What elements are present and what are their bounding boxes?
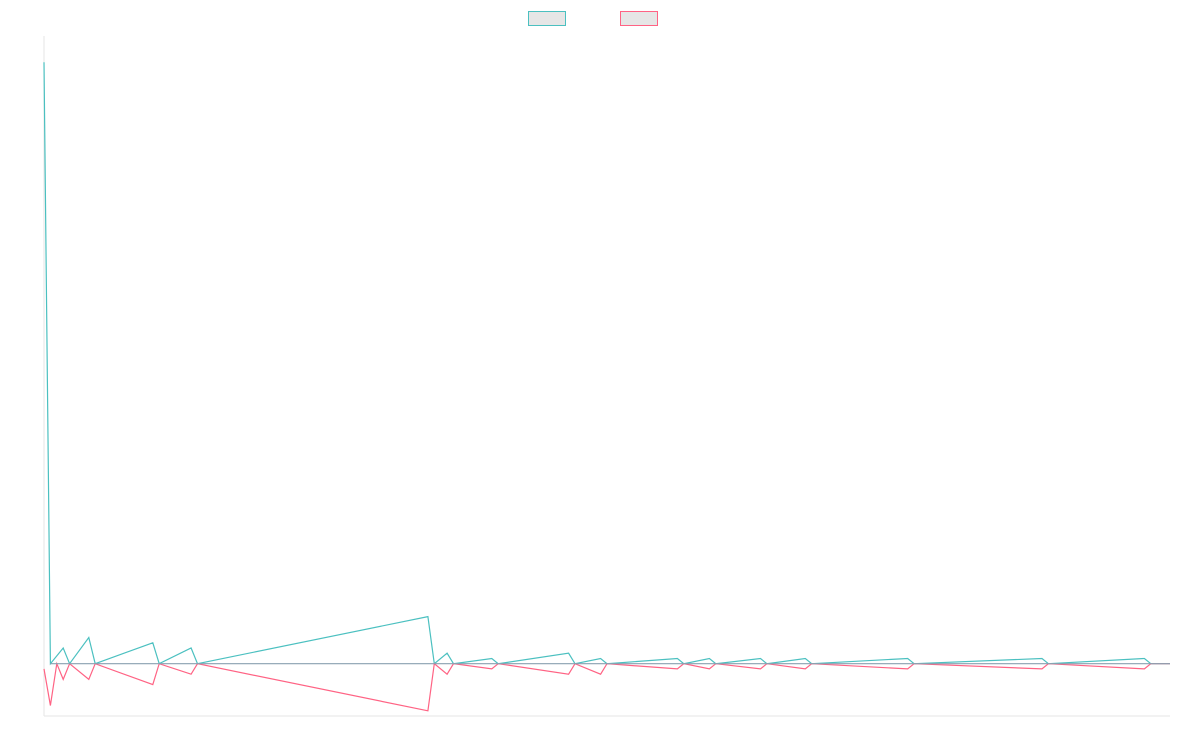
data-point[interactable]: [49, 704, 52, 707]
data-point[interactable]: [906, 667, 909, 670]
legend-swatch-series-2: [620, 10, 658, 26]
data-point[interactable]: [87, 636, 90, 639]
data-point[interactable]: [599, 673, 602, 676]
legend-item-series-2[interactable]: [620, 9, 672, 27]
data-point[interactable]: [759, 657, 762, 660]
data-point[interactable]: [906, 657, 909, 660]
data-point[interactable]: [426, 615, 429, 618]
legend-item-series-1[interactable]: [528, 9, 580, 27]
data-point[interactable]: [446, 652, 449, 655]
data-point[interactable]: [676, 657, 679, 660]
data-point[interactable]: [567, 673, 570, 676]
data-point[interactable]: [708, 667, 711, 670]
data-point[interactable]: [446, 673, 449, 676]
data-point[interactable]: [804, 667, 807, 670]
data-point[interactable]: [804, 657, 807, 660]
data-point[interactable]: [676, 667, 679, 670]
data-point[interactable]: [151, 683, 154, 686]
series-2: [43, 661, 1170, 712]
data-point[interactable]: [1143, 657, 1146, 660]
data-point[interactable]: [426, 709, 429, 712]
data-point[interactable]: [62, 678, 65, 681]
data-point[interactable]: [567, 652, 570, 655]
data-point[interactable]: [599, 657, 602, 660]
data-point[interactable]: [190, 673, 193, 676]
data-point[interactable]: [190, 647, 193, 650]
data-point[interactable]: [1041, 657, 1044, 660]
legend-swatch-series-1: [528, 10, 566, 26]
data-point[interactable]: [1143, 667, 1146, 670]
series-1: [43, 61, 1170, 666]
data-point[interactable]: [1041, 667, 1044, 670]
data-point[interactable]: [759, 667, 762, 670]
data-point[interactable]: [490, 657, 493, 660]
series-line-2: [43, 661, 1170, 712]
data-point[interactable]: [87, 678, 90, 681]
series-line-1: [43, 62, 1170, 666]
chart-legend: [0, 9, 1200, 27]
data-point[interactable]: [151, 641, 154, 644]
data-point[interactable]: [490, 667, 493, 670]
data-point[interactable]: [43, 667, 46, 670]
data-point[interactable]: [708, 657, 711, 660]
data-point[interactable]: [43, 61, 46, 64]
data-point[interactable]: [62, 647, 65, 650]
